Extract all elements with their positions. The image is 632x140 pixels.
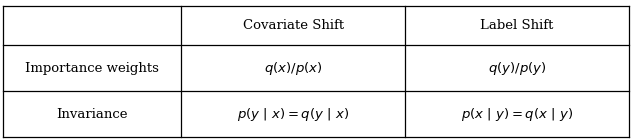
Text: Label Shift: Label Shift — [480, 19, 554, 32]
Text: $q(y)/p(y)$: $q(y)/p(y)$ — [488, 60, 547, 77]
Text: $p(y\ |\ x) = q(y\ |\ x)$: $p(y\ |\ x) = q(y\ |\ x)$ — [238, 106, 349, 123]
Text: $p(x\ |\ y) = q(x\ |\ y)$: $p(x\ |\ y) = q(x\ |\ y)$ — [461, 106, 573, 123]
Text: Invariance: Invariance — [57, 108, 128, 121]
Text: $q(x)/p(x)$: $q(x)/p(x)$ — [264, 60, 323, 77]
Text: Covariate Shift: Covariate Shift — [243, 19, 344, 32]
Text: Importance weights: Importance weights — [25, 62, 159, 75]
